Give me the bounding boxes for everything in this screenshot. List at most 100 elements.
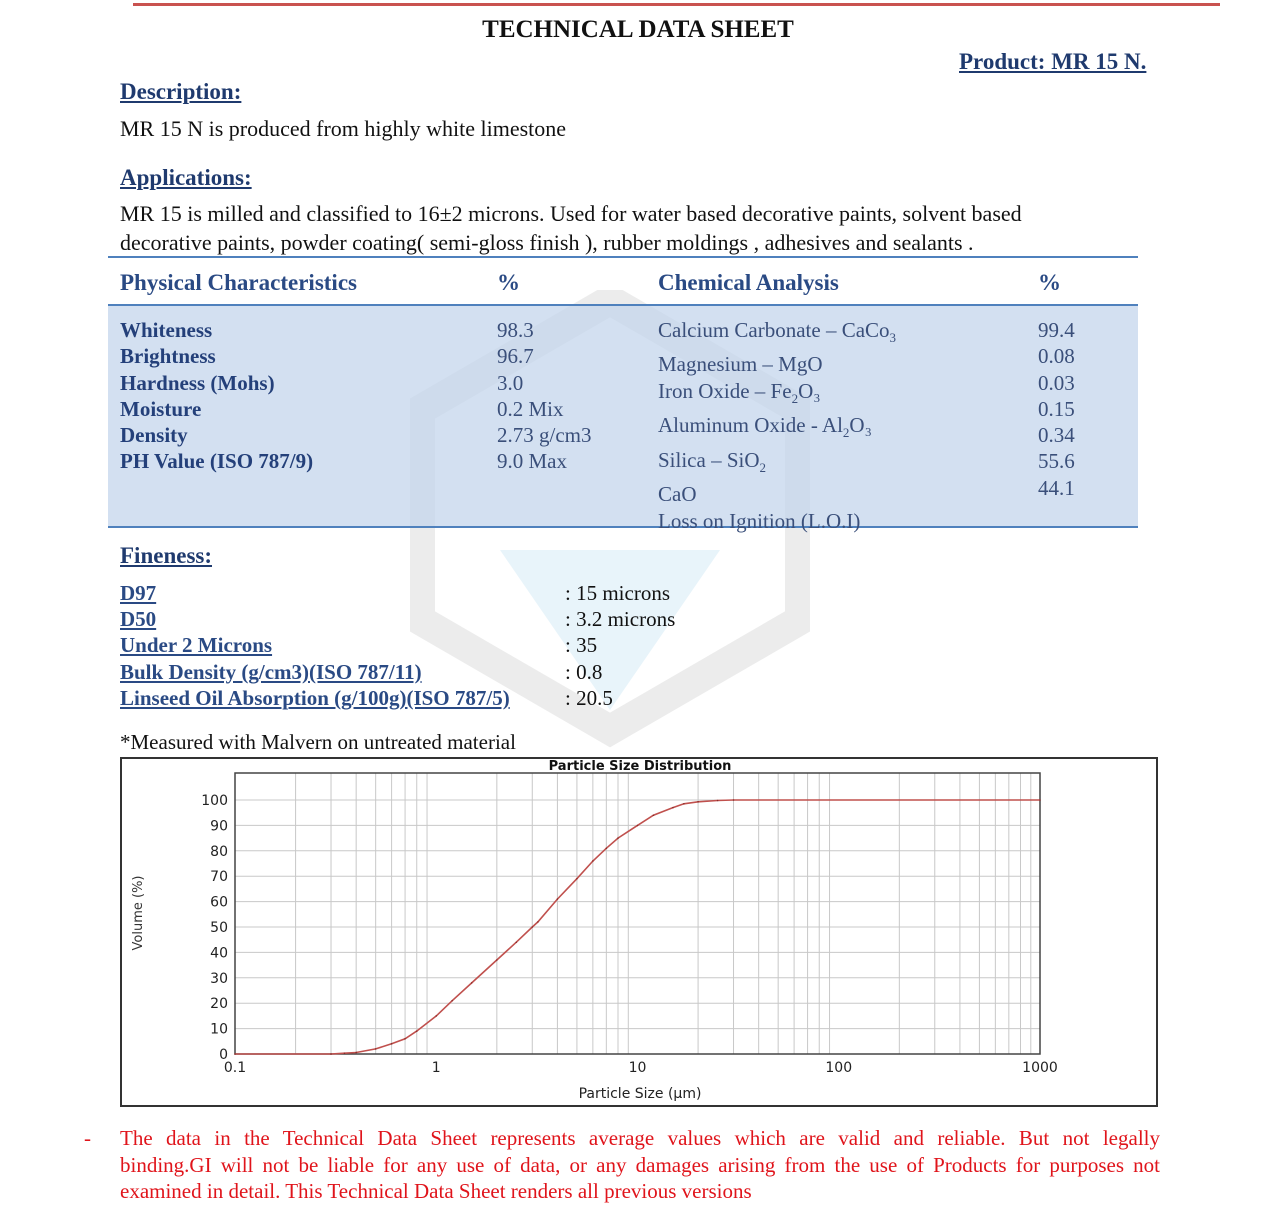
data-point (435, 1015, 438, 1017)
fineness-label: Under 2 Microns (120, 633, 273, 658)
fineness-value: : 20.5 (565, 685, 613, 710)
data-point (374, 1048, 377, 1050)
fineness-values: : 15 microns : 3.2 microns : 35 : 0.8 : … (565, 580, 675, 711)
page-title: TECHNICAL DATA SHEET (482, 16, 794, 43)
y-tick-label: 0 (219, 1047, 228, 1063)
data-point (537, 921, 539, 923)
data-point (605, 847, 608, 850)
top-rule (133, 3, 1220, 6)
data-point (1039, 799, 1041, 801)
data-point (672, 806, 674, 809)
physical-name: Whiteness (120, 318, 213, 342)
physical-value: 2.73 g/cm3 (497, 423, 592, 448)
y-tick-label: 90 (210, 818, 228, 834)
fineness-label: D50 (120, 607, 157, 632)
table-top-rule (108, 256, 1138, 258)
physical-value: 98.3 (497, 318, 534, 342)
cumulative-volume-line (235, 799, 1040, 1055)
data-point (556, 898, 559, 900)
table-body (108, 304, 1138, 528)
data-point (515, 941, 518, 944)
data-point (716, 799, 719, 802)
x-tick-label: 0.1 (224, 1060, 246, 1076)
fineness-value: : 35 (565, 633, 598, 658)
fineness-label: Linseed Oil Absorption (g/100g)(ISO 787/… (120, 685, 510, 710)
chemical-name: Loss on Ignition (L.O.I) (658, 508, 861, 533)
data-point (732, 799, 735, 801)
y-tick-label: 80 (210, 844, 228, 860)
chemical-name: Iron Oxide – Fe2O₃ (658, 378, 821, 406)
description-text: MR 15 N is produced from highly white li… (120, 116, 567, 141)
physical-name: PH Value (ISO 787/9) (120, 449, 314, 474)
x-tick-label: 1000 (1022, 1060, 1058, 1076)
data-point (576, 877, 578, 880)
chemical-value: 0.15 (1038, 396, 1075, 421)
data-point (451, 999, 453, 1002)
data-point (355, 1051, 357, 1054)
disclaimer-bullet: - (84, 1126, 91, 1150)
chemical-name: Calcium Carbonate – CaCo3 (658, 318, 897, 346)
y-tick-label: 40 (210, 945, 228, 961)
x-tick-label: 1 (432, 1060, 441, 1076)
data-point (415, 1030, 418, 1032)
chemical-names: Calcium Carbonate – CaCo3 Magnesium – MgO… (658, 317, 896, 534)
y-tick-label: 10 (210, 1022, 228, 1038)
chemical-values: 99.4 0.08 0.03 0.15 0.34 55.6 44.1 (1038, 317, 1075, 501)
y-tick-label: 20 (210, 996, 228, 1012)
plot-area (234, 772, 1041, 1055)
y-tick-label: 100 (201, 793, 228, 809)
description-heading: Description: (120, 79, 242, 104)
x-tick-label: 100 (825, 1060, 852, 1076)
applications-heading: Applications: (120, 165, 252, 190)
data-point (330, 1053, 332, 1055)
fineness-label: Bulk Density (g/cm3)(ISO 787/11) (120, 659, 422, 684)
disclaimer: The data in the Technical Data Sheet rep… (120, 1125, 1160, 1205)
data-point (531, 926, 534, 928)
chemical-value: 0.08 (1038, 344, 1075, 369)
applications-line-1: MR 15 is milled and classified to 16±2 m… (120, 201, 1022, 226)
y-tick-label: 60 (210, 895, 228, 911)
product-name: Product: MR 15 N. (959, 49, 1147, 74)
chart-frame (120, 757, 1158, 1107)
data-point (652, 814, 655, 817)
disclaimer-line: binding.GI will not be liable for any us… (120, 1152, 1160, 1177)
particle-size-chart: Particle Size Distribution Volume (%) Pa… (120, 757, 1158, 1107)
fineness-value: : 15 microns (565, 581, 670, 605)
physical-value: 96.7 (497, 344, 534, 369)
data-point (697, 800, 699, 803)
physical-value: 3.0 (497, 370, 524, 395)
x-tick-label: 10 (629, 1060, 647, 1076)
data-point (592, 860, 594, 862)
chemical-value: 0.34 (1038, 423, 1075, 448)
physical-value: 9.0 Max (497, 449, 567, 474)
chemical-pct-header: % (1038, 270, 1061, 295)
data-point (404, 1037, 406, 1040)
chemical-value: 99.4 (1038, 318, 1075, 342)
fineness-value: : 0.8 (565, 659, 603, 684)
physical-name: Brightness (120, 344, 216, 369)
chart-title: Particle Size Distribution (549, 759, 732, 774)
physical-names: Whiteness Brightness Hardness (Mohs) Moi… (120, 317, 313, 475)
physical-pct-header: % (497, 270, 520, 295)
y-tick-label: 30 (210, 971, 228, 987)
physical-values: 98.3 96.7 3.0 0.2 Mix 2.73 g/cm3 9.0 Max (497, 317, 592, 475)
fineness-heading: Fineness: (120, 543, 212, 568)
measurement-note: *Measured with Malvern on untreated mate… (120, 730, 516, 754)
fineness-labels: D97 D50 Under 2 Microns Bulk Density (g/… (120, 580, 510, 711)
fineness-value: : 3.2 microns (565, 607, 676, 632)
data-point (683, 803, 685, 805)
chemical-name: Aluminum Oxide - Al2O₃ (658, 413, 872, 441)
data-point (617, 837, 619, 839)
chemical-header: Chemical Analysis (658, 270, 839, 295)
disclaimer-line: The data in the Technical Data Sheet rep… (120, 1126, 1160, 1150)
chemical-value: 55.6 (1038, 449, 1075, 474)
physical-value: 0.2 Mix (497, 396, 564, 421)
chemical-name: Silica – SiO2 (658, 447, 767, 475)
data-point (234, 1053, 236, 1055)
physical-header: Physical Characteristics (120, 270, 357, 295)
physical-name: Density (120, 423, 188, 448)
physical-name: Hardness (Mohs) (120, 370, 275, 395)
data-point (343, 1052, 346, 1055)
y-tick-label: 50 (210, 920, 228, 936)
chemical-name: CaO (658, 482, 697, 507)
